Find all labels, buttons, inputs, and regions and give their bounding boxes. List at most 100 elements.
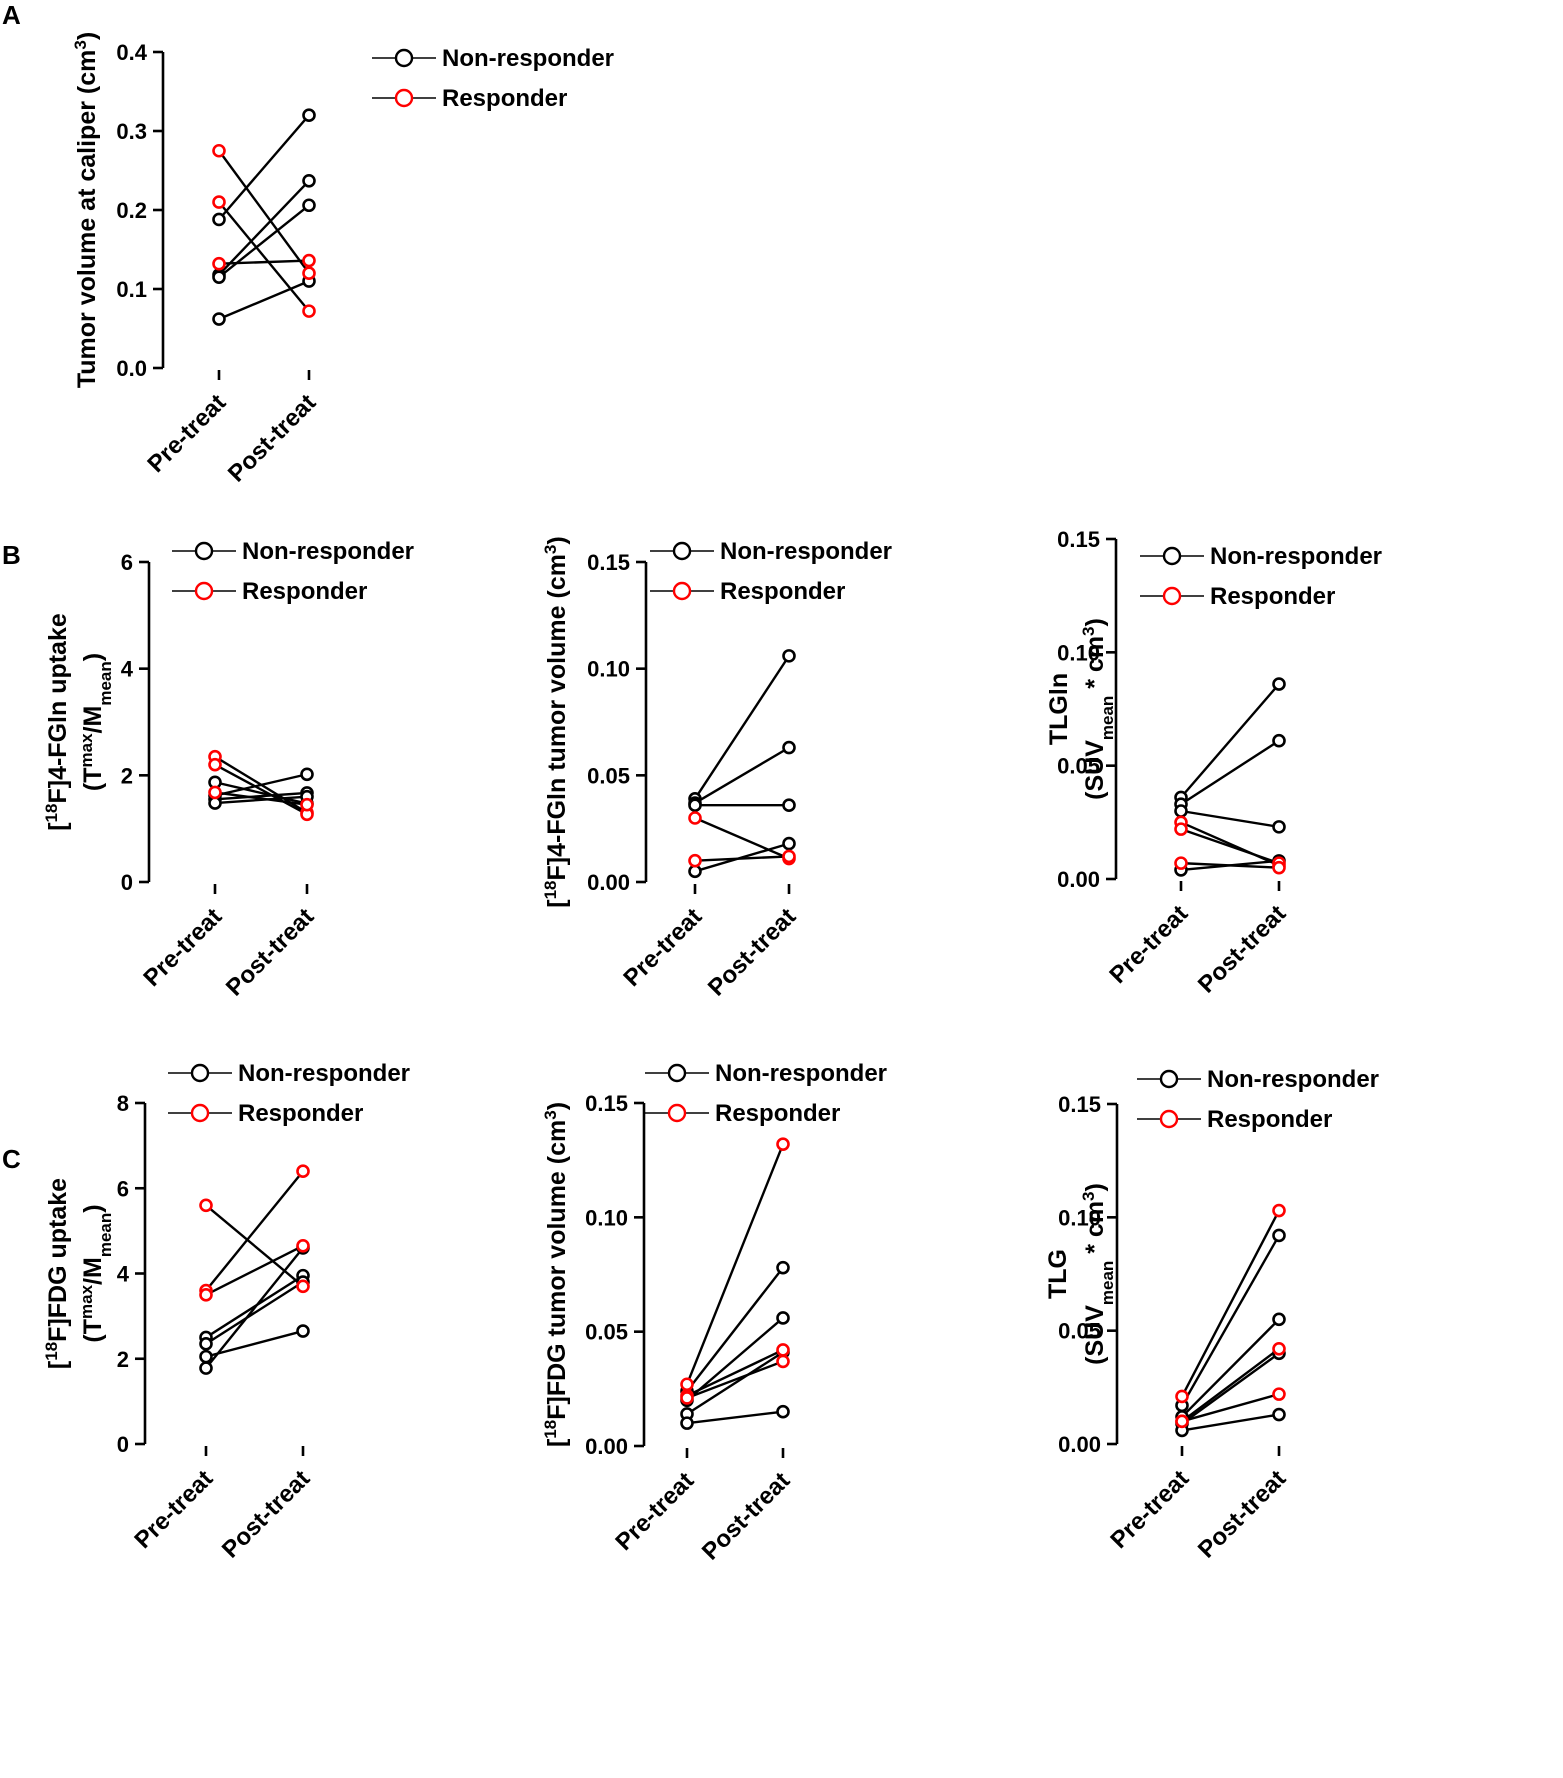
panel-label-a: A	[2, 0, 21, 30]
data-point-responder	[1272, 1203, 1286, 1218]
data-point-responder	[296, 1238, 310, 1253]
legend: Non-responder Responder	[372, 45, 614, 112]
legend-marker-non-responder	[394, 48, 414, 68]
data-point-responder	[212, 195, 226, 209]
legend-label-non-responder: Non-responder	[1210, 543, 1382, 570]
y-tick-label: 0.0	[116, 356, 147, 381]
y-tick-label: 4	[117, 1262, 130, 1287]
paired-line-non-responder	[686, 1351, 784, 1415]
y-tick-label: 0.1	[116, 277, 147, 302]
panel-label-b: B	[2, 540, 21, 570]
legend-marker-non-responder	[1159, 1069, 1179, 1089]
paired-line-non-responder	[686, 1410, 784, 1425]
data-point-non-responder	[776, 1311, 790, 1325]
legend: Non-responder Responder	[1140, 543, 1382, 610]
legend-label-responder: Responder	[720, 578, 845, 605]
data-point-responder	[776, 1137, 790, 1151]
data-point-non-responder	[688, 798, 702, 813]
paired-line-non-responder	[693, 655, 791, 800]
y-axis-label-line1: TLGln	[1045, 673, 1073, 745]
data-point-non-responder	[302, 198, 316, 213]
legend: Non-responder Responder	[172, 538, 414, 605]
legend-label-responder: Responder	[1210, 583, 1335, 610]
data-point-non-responder	[296, 1324, 310, 1338]
data-point-non-responder	[199, 1337, 213, 1351]
data-point-non-responder	[199, 1361, 213, 1375]
paired-line-responder	[686, 1360, 784, 1400]
paired-line-non-responder	[1181, 1413, 1280, 1432]
data-point-responder	[199, 1288, 213, 1302]
data-point-responder	[1272, 1387, 1286, 1401]
legend-label-non-responder: Non-responder	[238, 1060, 410, 1087]
y-axis-label-line1: [18F]4-FGln uptake	[42, 613, 73, 831]
paired-line-non-responder	[1180, 739, 1280, 806]
paired-line-non-responder	[1180, 1234, 1281, 1407]
paired-line-non-responder	[1180, 809, 1280, 829]
legend-marker-non-responder	[672, 541, 692, 561]
y-tick-label: 0.10	[585, 1205, 628, 1230]
legend-label-responder: Responder	[442, 85, 567, 112]
data-point-non-responder	[680, 1416, 694, 1430]
y-tick-label: 0.00	[585, 1434, 628, 1459]
y-tick-label: 0.05	[1058, 1319, 1101, 1344]
data-point-non-responder	[208, 796, 222, 810]
legend: Non-responder Responder	[650, 538, 892, 605]
y-tick-label: 6	[117, 1176, 129, 1201]
data-point-non-responder	[1272, 677, 1286, 691]
y-axis-label-line2: (Tmax/Mmean)	[77, 1204, 115, 1342]
legend-label-non-responder: Non-responder	[242, 538, 414, 565]
paired-line-non-responder	[205, 1281, 304, 1345]
y-tick-label: 0	[121, 870, 133, 895]
data-point-responder	[680, 1377, 694, 1392]
paired-line-non-responder	[214, 781, 308, 805]
paired-line-non-responder	[1181, 1318, 1280, 1418]
paired-line-responder	[205, 1244, 304, 1296]
data-point-non-responder	[782, 798, 796, 813]
x-category-label: Pre-treat	[1105, 1465, 1194, 1554]
data-point-responder	[776, 1343, 790, 1357]
y-tick-label: 0.3	[116, 119, 147, 144]
data-point-responder	[1175, 1414, 1189, 1429]
data-point-non-responder	[300, 767, 314, 782]
x-category-label: Pre-treat	[142, 389, 231, 478]
legend-label-responder: Responder	[238, 1100, 363, 1127]
data-point-responder	[302, 266, 316, 281]
y-axis-label-line2: (SUVmean * cm3)	[1079, 1183, 1117, 1365]
data-point-non-responder	[1272, 1312, 1286, 1327]
y-tick-label: 0.15	[1058, 1092, 1101, 1117]
paired-line-responder	[1180, 861, 1280, 869]
data-point-responder	[1174, 822, 1188, 836]
paired-line-responder	[1180, 827, 1280, 865]
data-point-responder	[208, 785, 222, 800]
y-tick-label: 0.00	[1058, 1432, 1101, 1457]
y-axis-label-line1: [18F]FDG uptake	[42, 1178, 73, 1369]
legend-label-non-responder: Non-responder	[1207, 1066, 1379, 1093]
legend: Non-responder Responder	[645, 1060, 887, 1127]
data-point-responder	[212, 256, 226, 271]
data-point-responder	[212, 143, 226, 158]
legend-marker-non-responder	[667, 1063, 687, 1083]
y-tick-label: 0.10	[1058, 1205, 1101, 1230]
data-point-responder	[296, 1279, 310, 1294]
x-category-label: Post-treat	[703, 903, 801, 1001]
legend-label-responder: Responder	[715, 1100, 840, 1127]
data-point-responder	[688, 811, 702, 825]
x-category-label: Post-treat	[697, 1467, 795, 1565]
paired-line-responder	[694, 816, 790, 860]
legend-marker-responder	[190, 1103, 210, 1123]
y-axis-label-line1: TLG	[1044, 1249, 1072, 1299]
y-axis-label: [18F]4-FGln tumor volume (cm3)	[541, 536, 572, 907]
data-point-responder	[688, 853, 702, 868]
y-axis-label: Tumor volume at caliper (cm3)	[71, 32, 102, 388]
legend-label-non-responder: Non-responder	[715, 1060, 887, 1087]
paired-line-responder	[685, 1143, 785, 1385]
data-point-responder	[302, 304, 316, 318]
legend-marker-responder	[1162, 586, 1182, 606]
x-category-label: Pre-treat	[138, 903, 227, 992]
paired-line-responder	[205, 1204, 304, 1288]
data-point-non-responder	[776, 1404, 790, 1419]
data-point-responder	[1272, 860, 1286, 875]
legend-marker-responder	[1159, 1109, 1179, 1129]
